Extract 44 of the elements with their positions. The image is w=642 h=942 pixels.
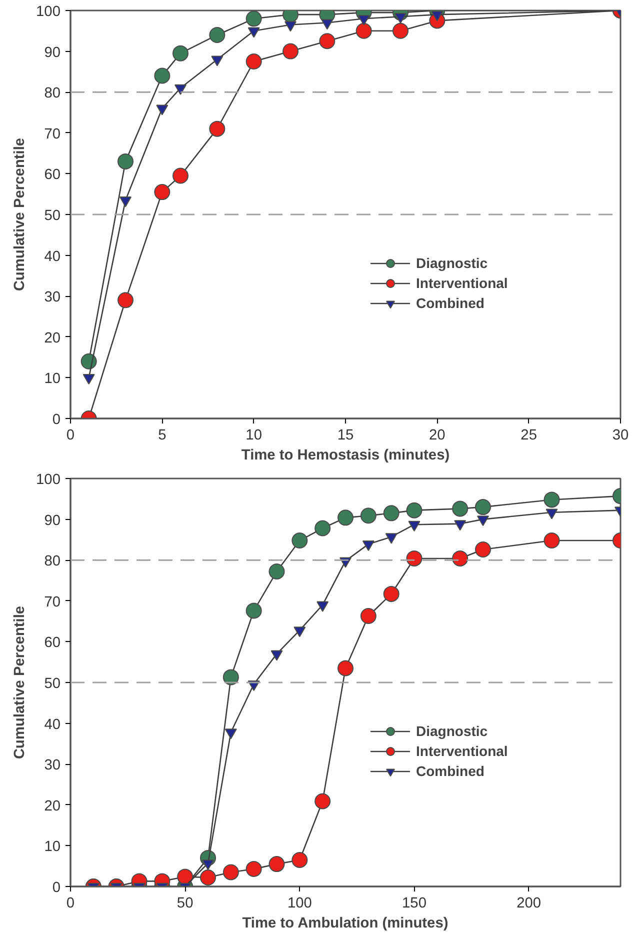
y-tick-label: 10 [44, 371, 61, 388]
y-tick-label: 50 [44, 208, 61, 224]
y-tick-label: 70 [44, 594, 61, 610]
x-tick-label: 0 [66, 896, 75, 912]
x-tick-label: 200 [516, 896, 542, 912]
legend-label: Interventional [416, 275, 508, 291]
x-tick-label: 15 [337, 428, 354, 444]
legend-label: Diagnostic [416, 255, 488, 271]
y-tick-label: 60 [44, 167, 61, 184]
x-tick-label: 20 [429, 428, 446, 444]
legend-label: Diagnostic [416, 723, 488, 739]
y-tick-label: 0 [52, 880, 61, 896]
legend-label: Combined [416, 763, 484, 779]
y-tick-label: 0 [52, 412, 61, 428]
y-tick-label: 50 [44, 676, 61, 692]
y-tick-label: 40 [44, 248, 61, 265]
x-axis-title: Time to Ambulation (minutes) [242, 916, 448, 932]
y-tick-label: 40 [44, 716, 61, 733]
y-tick-label: 80 [44, 86, 61, 102]
y-tick-label: 30 [44, 290, 61, 306]
x-tick-label: 10 [246, 428, 262, 444]
x-tick-label: 150 [402, 896, 426, 912]
y-tick-label: 70 [44, 126, 61, 142]
legend-label: Interventional [416, 743, 508, 759]
x-tick-label: 50 [176, 896, 194, 912]
y-tick-label: 80 [44, 554, 61, 570]
y-axis-title: Cumulative Percentile [12, 138, 28, 292]
y-tick-label: 60 [44, 635, 61, 652]
x-tick-label: 0 [66, 428, 75, 444]
y-tick-label: 100 [36, 4, 61, 20]
x-tick-label: 30 [612, 428, 629, 444]
x-tick-label: 100 [287, 896, 312, 912]
y-axis-title: Cumulative Percentile [12, 606, 28, 760]
y-tick-label: 30 [44, 758, 61, 774]
y-tick-label: 10 [44, 839, 61, 856]
y-tick-label: 20 [44, 330, 61, 346]
y-tick-label: 100 [36, 472, 61, 488]
y-tick-label: 90 [44, 44, 61, 61]
x-tick-label: 25 [520, 428, 537, 444]
legend-label: Combined [416, 295, 484, 311]
y-tick-label: 90 [44, 512, 61, 529]
x-tick-label: 5 [158, 428, 166, 444]
x-axis-title: Time to Hemostasis (minutes) [241, 448, 450, 464]
y-tick-label: 20 [44, 798, 61, 814]
